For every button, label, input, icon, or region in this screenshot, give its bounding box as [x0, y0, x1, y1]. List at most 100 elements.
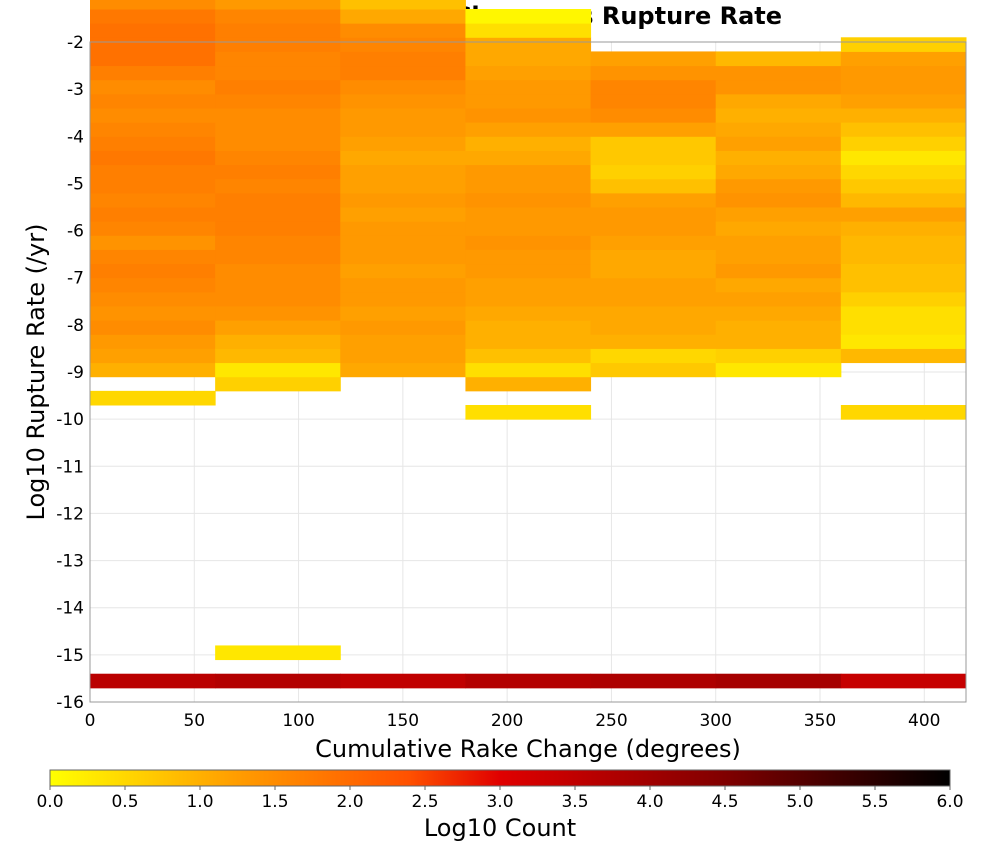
- heatmap-cell: [590, 362, 717, 378]
- heatmap-cell: [715, 277, 842, 293]
- heatmap-cell: [590, 235, 717, 250]
- heatmap-cell: [90, 207, 216, 222]
- heatmap-cell: [715, 235, 842, 250]
- heatmap-cell: [215, 235, 341, 250]
- heatmap-cell: [90, 93, 216, 109]
- heatmap-cell: [215, 23, 341, 38]
- x-tick-label: 350: [804, 711, 836, 731]
- heatmap-cell: [215, 9, 341, 24]
- heatmap-cell: [590, 192, 717, 208]
- heatmap-cell: [465, 249, 592, 265]
- heatmap-cell: [715, 207, 842, 222]
- heatmap-cell: [340, 65, 466, 81]
- heatmap-cell: [90, 673, 216, 689]
- heatmap-cell: [340, 249, 466, 265]
- heatmap-cell: [465, 9, 592, 24]
- heatmap-cell: [715, 320, 842, 335]
- colorbar-tick-label: 6.0: [936, 792, 963, 812]
- x-tick-label: 400: [908, 711, 940, 731]
- heatmap-cell: [590, 178, 717, 194]
- y-tick-label: -2: [67, 33, 84, 53]
- heatmap-cell: [340, 306, 466, 321]
- y-tick-label: -3: [67, 80, 84, 100]
- heatmap-cell: [340, 362, 466, 378]
- heatmap-cell: [590, 164, 717, 180]
- heatmap-cell: [340, 277, 466, 293]
- heatmap-cell: [715, 164, 842, 180]
- heatmap-cell: [465, 376, 592, 392]
- heatmap-cell: [340, 235, 466, 250]
- x-tick-label: 300: [699, 711, 731, 731]
- heatmap-cell: [590, 673, 717, 689]
- colorbar-tick-label: 4.5: [711, 792, 738, 812]
- heatmap-cell: [340, 136, 466, 151]
- heatmap-cell: [590, 108, 717, 123]
- heatmap-cell: [90, 249, 216, 265]
- heatmap-cell: [465, 320, 592, 335]
- heatmap-cell: [340, 207, 466, 222]
- y-tick-label: -15: [56, 646, 84, 666]
- heatmap-cell: [840, 291, 967, 307]
- colorbar-tick-label: 5.0: [786, 792, 813, 812]
- heatmap-cell: [590, 150, 717, 166]
- y-axis-label: Log10 Rupture Rate (/yr): [22, 224, 50, 521]
- heatmap-cell: [465, 108, 592, 123]
- heatmap-cell: [340, 79, 466, 95]
- heatmap-cell: [715, 150, 842, 166]
- y-tick-label: -11: [56, 457, 84, 477]
- heatmap-cell: [465, 221, 592, 236]
- heatmap-cell: [715, 306, 842, 321]
- heatmap-cell: [90, 23, 216, 38]
- heatmap-cell: [90, 37, 216, 52]
- heatmap-cell: [840, 192, 967, 208]
- y-tick-label: -5: [67, 174, 84, 194]
- heatmap-cell: [465, 23, 592, 38]
- heatmap-cell: [90, 122, 216, 137]
- heatmap-cell: [840, 207, 967, 222]
- heatmap-cell: [715, 93, 842, 109]
- heatmap-cell: [590, 277, 717, 293]
- heatmap-cell: [215, 645, 341, 661]
- heatmap-cell: [590, 348, 717, 364]
- heatmap-cell: [715, 249, 842, 265]
- heatmap-cell: [840, 306, 967, 321]
- heatmap-cell: [215, 277, 341, 293]
- heatmap-cell: [215, 334, 341, 349]
- heatmap-cell: [465, 277, 592, 293]
- heatmap-cell: [590, 207, 717, 222]
- heatmap-cell: [465, 673, 592, 689]
- colorbar-tick-label: 3.5: [561, 792, 588, 812]
- heatmap-cell: [590, 320, 717, 335]
- heatmap-cell: [215, 37, 341, 52]
- heatmap-cell: [215, 376, 341, 392]
- heatmap-cell: [465, 136, 592, 151]
- heatmap-cell: [840, 122, 967, 137]
- heatmap-cell: [215, 122, 341, 137]
- heatmap-cell: [715, 51, 842, 67]
- heatmap-cell: [90, 192, 216, 208]
- heatmap-cell: [465, 164, 592, 180]
- y-tick-label: -10: [56, 410, 84, 430]
- x-tick-label: 150: [387, 711, 419, 731]
- colorbar-tick-label: 2.5: [411, 792, 438, 812]
- heatmap-cell: [715, 673, 842, 689]
- heatmap-cell: [715, 362, 842, 378]
- heatmap-cell: [840, 235, 967, 250]
- heatmap-cell: [715, 122, 842, 137]
- heatmap-cell: [465, 334, 592, 349]
- heatmap-cell: [715, 334, 842, 349]
- heatmap-cell: [465, 79, 592, 95]
- heatmap-cell: [465, 263, 592, 279]
- colorbar-tick-label: 1.0: [186, 792, 213, 812]
- heatmap-cell: [215, 362, 341, 378]
- heatmap-cell: [340, 221, 466, 236]
- y-tick-label: -13: [56, 552, 84, 572]
- heatmap-cell: [90, 306, 216, 321]
- heatmap-cell: [465, 178, 592, 194]
- heatmap-cell: [340, 263, 466, 279]
- heatmap-cell: [715, 65, 842, 81]
- heatmap-cell: [590, 122, 717, 137]
- heatmap-cell: [840, 150, 967, 166]
- heatmap-cell: [840, 37, 967, 52]
